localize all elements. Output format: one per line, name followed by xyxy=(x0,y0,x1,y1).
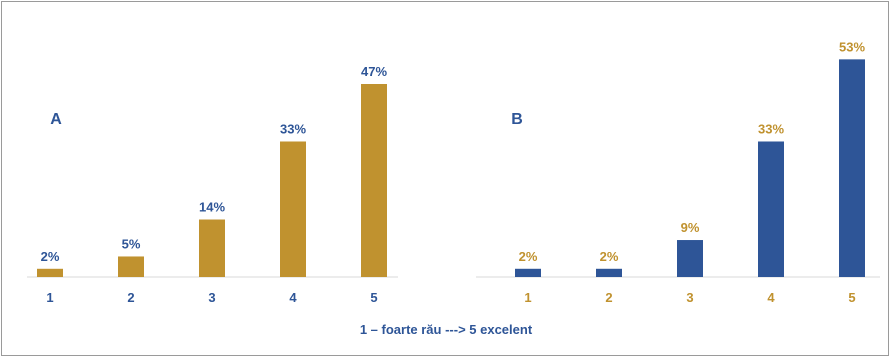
panel-b-data-label-1: 2% xyxy=(519,249,538,264)
panel-a-bar-4 xyxy=(280,141,306,277)
panel-b-tick-label-5: 5 xyxy=(848,290,855,305)
panel-a-data-label-2: 5% xyxy=(122,236,141,251)
panel-b-data-label-4: 33% xyxy=(758,121,784,136)
panel-a-tick-label-3: 3 xyxy=(208,290,215,305)
panel-a-bar-5 xyxy=(361,84,387,277)
panel-b-label: B xyxy=(511,111,523,128)
panel-b-tick-label-1: 1 xyxy=(524,290,531,305)
panel-a-bar-1 xyxy=(37,268,63,277)
panel-b-bar-5 xyxy=(839,59,865,278)
panel-b-tick-label-4: 4 xyxy=(767,290,775,305)
panel-b-data-label-3: 9% xyxy=(681,220,700,235)
panel-a-tick-label-2: 2 xyxy=(127,290,134,305)
panel-b-bar-2 xyxy=(596,268,622,277)
panel-a-data-label-4: 33% xyxy=(280,121,306,136)
panel-b-bar-1 xyxy=(515,268,541,277)
panel-a-label: A xyxy=(50,111,62,128)
panel-a-data-label-5: 47% xyxy=(361,64,387,79)
panel-b-tick-label-2: 2 xyxy=(605,290,612,305)
panel-a-tick-label-1: 1 xyxy=(46,290,53,305)
panel-a-bar-3 xyxy=(199,219,225,277)
panel-a-tick-label-5: 5 xyxy=(370,290,377,305)
panel-a-bar-2 xyxy=(118,256,144,277)
panel-b-data-label-5: 53% xyxy=(839,39,865,54)
panel-a-data-label-3: 14% xyxy=(199,200,225,215)
x-caption: 1 – foarte rău ---> 5 excelent xyxy=(360,322,533,337)
panel-b-bar-3 xyxy=(677,240,703,277)
panel-b-tick-label-3: 3 xyxy=(686,290,693,305)
panel-b-bar-4 xyxy=(758,141,784,277)
panel-a-tick-label-4: 4 xyxy=(289,290,297,305)
panel-a-data-label-1: 2% xyxy=(41,249,60,264)
panel-b-data-label-2: 2% xyxy=(600,249,619,264)
